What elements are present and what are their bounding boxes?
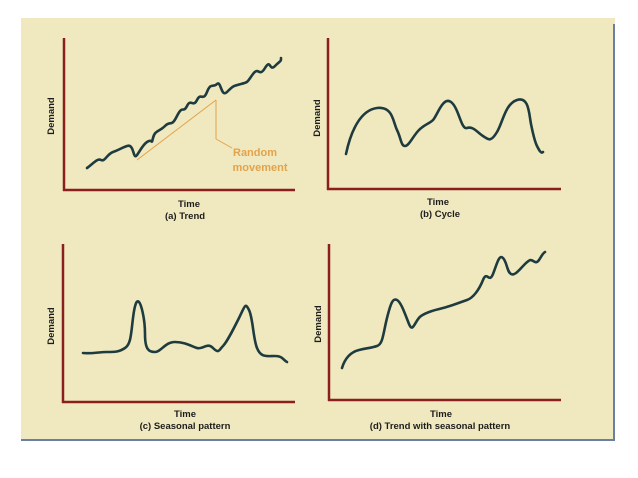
- panel-cycle: Demand Time (b) Cycle: [312, 38, 561, 220]
- cycle-curve: [344, 98, 545, 156]
- y-axis-label: Demand: [313, 305, 324, 343]
- demand-patterns-figure: Demand Time (a) Trend Random movement De…: [21, 18, 615, 441]
- trend-seasonal-curve: [340, 250, 547, 370]
- panel-caption: (b) Cycle: [420, 209, 460, 220]
- y-axis-label: Demand: [46, 97, 57, 135]
- panel-caption: (d) Trend with seasonal pattern: [370, 421, 511, 432]
- x-axis-label: Time: [178, 199, 200, 210]
- panel-trend: Demand Time (a) Trend Random movement: [46, 38, 295, 222]
- panel-caption: (c) Seasonal pattern: [140, 421, 231, 432]
- figure-border-bottom: [21, 439, 615, 441]
- panel-caption: (a) Trend: [165, 211, 205, 222]
- trend-guide-line: [136, 99, 217, 161]
- panel-seasonal: Demand Time (c) Seasonal pattern: [46, 244, 295, 432]
- x-axis-label: Time: [430, 409, 452, 420]
- x-axis-label: Time: [174, 409, 196, 420]
- annotation-movement: movement: [232, 162, 287, 174]
- random-movement-arrow-pointer: [215, 138, 233, 149]
- y-axis-label: Demand: [46, 307, 57, 345]
- annotation-random: Random: [233, 147, 277, 159]
- y-axis-label: Demand: [312, 99, 323, 137]
- x-axis-label: Time: [427, 197, 449, 208]
- trend-curve: [85, 56, 283, 170]
- figure-canvas: Demand Time (a) Trend Random movement De…: [46, 38, 561, 432]
- panel-trend-seasonal: Demand Time (d) Trend with seasonal patt…: [313, 244, 561, 432]
- figure-border-right: [613, 24, 615, 441]
- seasonal-curve: [81, 300, 289, 364]
